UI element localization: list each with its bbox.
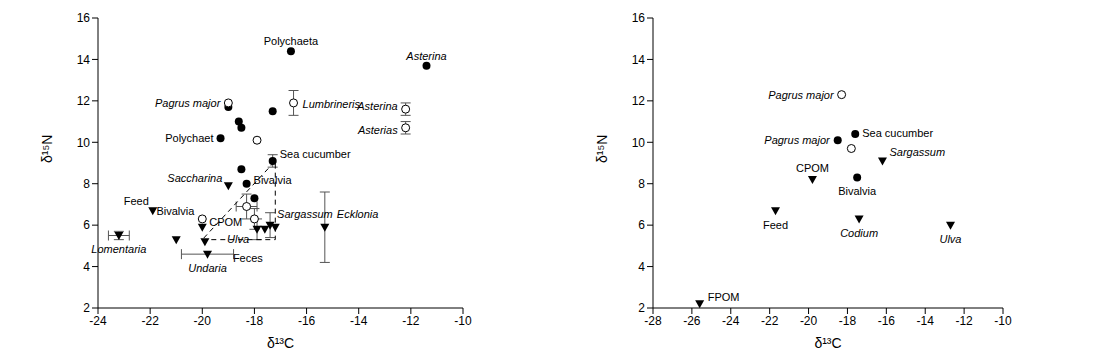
svg-text:Sargassum: Sargassum	[889, 146, 945, 158]
svg-text:-16: -16	[298, 314, 316, 328]
svg-text:-10: -10	[454, 314, 472, 328]
svg-text:Ulva: Ulva	[939, 233, 961, 245]
svg-text:Pagrus major: Pagrus major	[764, 134, 831, 146]
svg-text:Polychaet: Polychaet	[165, 132, 213, 144]
svg-text:-12: -12	[402, 314, 420, 328]
svg-text:-28: -28	[644, 314, 662, 328]
svg-text:-26: -26	[683, 314, 701, 328]
svg-text:-12: -12	[955, 314, 973, 328]
svg-text:δ¹³C: δ¹³C	[267, 335, 294, 351]
svg-text:16: 16	[77, 11, 91, 25]
svg-text:δ¹⁵N: δ¹⁵N	[594, 135, 610, 163]
svg-text:Sargassum: Sargassum	[277, 208, 333, 220]
svg-text:16: 16	[632, 11, 646, 25]
svg-text:Lumbrineris: Lumbrineris	[303, 98, 361, 110]
svg-text:Bivalvia: Bivalvia	[254, 174, 293, 186]
svg-text:Asterias: Asterias	[357, 124, 398, 136]
svg-text:Bivalvia: Bivalvia	[838, 185, 877, 197]
svg-text:6: 6	[83, 218, 90, 232]
svg-text:Sea cucumber: Sea cucumber	[280, 148, 351, 160]
svg-text:δ¹³C: δ¹³C	[814, 335, 841, 351]
svg-text:-16: -16	[878, 314, 896, 328]
svg-text:12: 12	[632, 94, 646, 108]
svg-text:8: 8	[83, 177, 90, 191]
svg-text:Feed: Feed	[124, 195, 149, 207]
svg-text:Pagrus major: Pagrus major	[768, 89, 835, 101]
svg-text:-10: -10	[994, 314, 1012, 328]
svg-text:Ulva: Ulva	[227, 233, 249, 245]
svg-text:14: 14	[77, 53, 91, 67]
svg-text:8: 8	[638, 177, 645, 191]
svg-text:δ¹⁵N: δ¹⁵N	[39, 135, 55, 163]
svg-text:4: 4	[638, 260, 645, 274]
svg-text:Bivalvia: Bivalvia	[156, 205, 195, 217]
svg-text:Pagrus major: Pagrus major	[155, 97, 222, 109]
svg-text:-22: -22	[141, 314, 159, 328]
svg-text:-24: -24	[89, 314, 107, 328]
svg-text:Saccharina: Saccharina	[167, 172, 222, 184]
svg-text:4: 4	[83, 260, 90, 274]
svg-text:Asterina: Asterina	[405, 50, 446, 62]
svg-text:-20: -20	[194, 314, 212, 328]
svg-text:Polychaeta: Polychaeta	[264, 35, 319, 47]
svg-text:6: 6	[638, 218, 645, 232]
svg-text:10: 10	[632, 136, 646, 150]
svg-text:Ecklonia: Ecklonia	[337, 208, 379, 220]
svg-text:10: 10	[77, 136, 91, 150]
svg-text:-20: -20	[800, 314, 818, 328]
svg-text:CPOM: CPOM	[209, 216, 242, 228]
svg-text:-14: -14	[917, 314, 935, 328]
svg-text:Feed: Feed	[763, 219, 788, 231]
svg-text:CPOM: CPOM	[796, 162, 829, 174]
svg-text:12: 12	[77, 94, 91, 108]
svg-text:-18: -18	[246, 314, 264, 328]
svg-text:2: 2	[638, 301, 645, 315]
svg-text:Sea cucumber: Sea cucumber	[862, 127, 933, 139]
svg-text:FPOM: FPOM	[708, 291, 740, 303]
svg-text:Codium: Codium	[840, 227, 878, 239]
svg-text:14: 14	[632, 53, 646, 67]
svg-text:-24: -24	[722, 314, 740, 328]
svg-text:Asterina: Asterina	[356, 100, 397, 112]
svg-text:2: 2	[83, 301, 90, 315]
svg-text:Feces: Feces	[233, 252, 263, 264]
svg-text:-22: -22	[761, 314, 779, 328]
svg-text:Lomentaria: Lomentaria	[91, 243, 146, 255]
svg-text:-14: -14	[350, 314, 368, 328]
svg-text:Undaria: Undaria	[188, 262, 227, 274]
svg-text:-18: -18	[839, 314, 857, 328]
